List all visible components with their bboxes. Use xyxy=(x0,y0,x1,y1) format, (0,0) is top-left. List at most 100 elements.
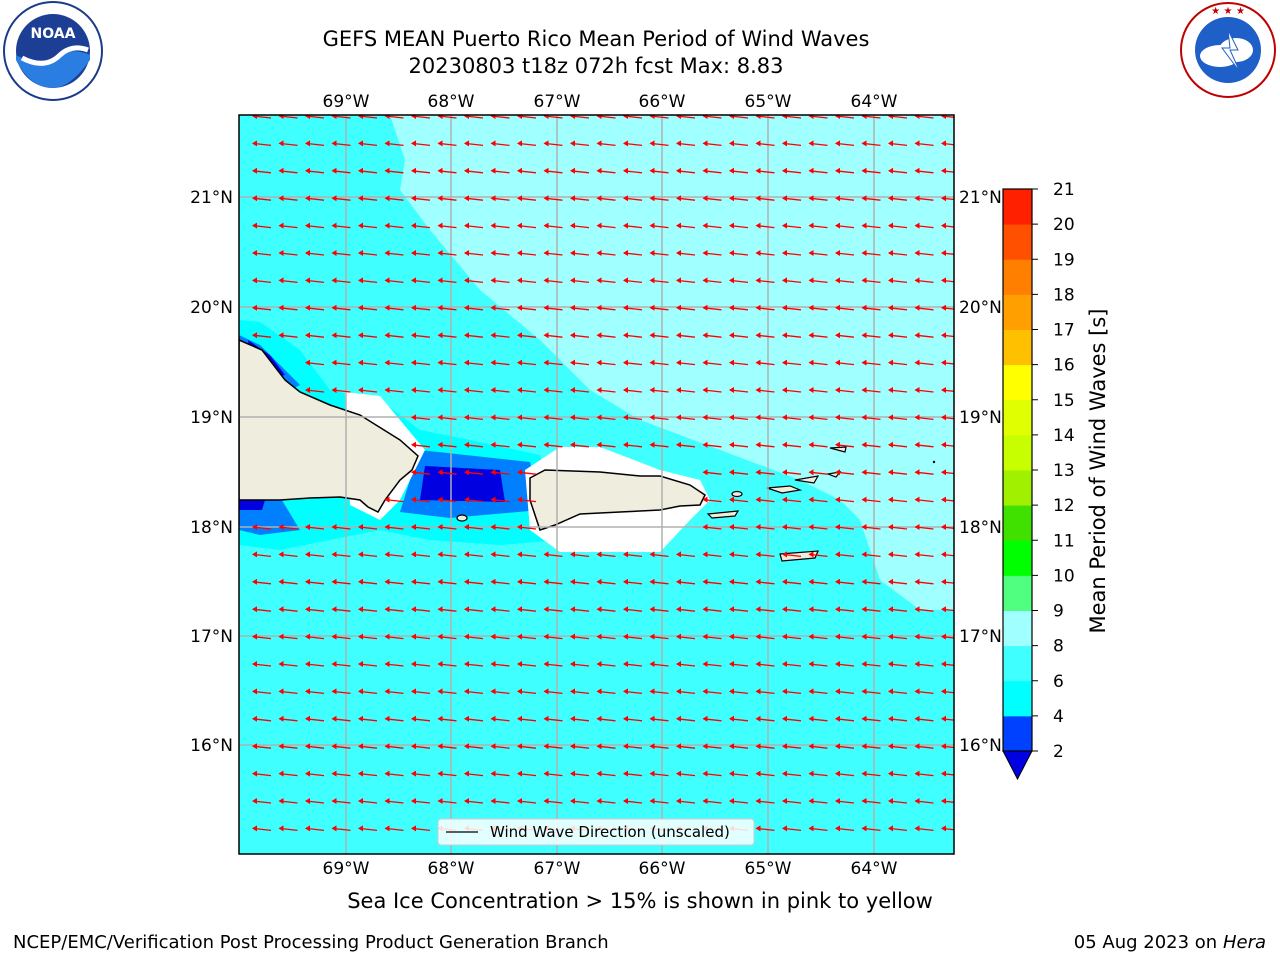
colorbar-tick-label: 19 xyxy=(1053,250,1075,270)
wave-direction-arrow xyxy=(384,551,404,558)
wave-direction-arrow xyxy=(649,387,669,393)
wave-direction-arrow xyxy=(490,359,510,366)
wave-direction-arrow xyxy=(755,332,775,339)
lat-label-right: 19°N xyxy=(959,408,1002,428)
wave-direction-arrow xyxy=(252,250,272,256)
wave-direction-arrow xyxy=(464,469,484,476)
wave-direction-arrow xyxy=(702,496,722,503)
wave-direction-arrow xyxy=(861,661,881,667)
wave-direction-arrow xyxy=(305,250,325,256)
wave-direction-arrow xyxy=(252,633,272,640)
wave-direction-arrow xyxy=(861,387,881,393)
wave-direction-arrow xyxy=(437,115,457,119)
wave-direction-arrow xyxy=(437,715,457,722)
lat-label-right: 16°N xyxy=(959,736,1002,756)
wave-direction-arrow xyxy=(888,332,908,339)
wave-direction-arrow xyxy=(941,633,954,640)
wave-direction-arrow xyxy=(570,688,590,695)
wave-direction-arrow xyxy=(649,688,669,695)
wave-direction-arrow xyxy=(490,222,510,229)
wave-direction-arrow xyxy=(702,387,722,393)
wave-direction-arrow xyxy=(384,387,404,393)
wave-direction-arrow xyxy=(358,688,378,695)
wave-direction-arrow xyxy=(384,250,404,256)
wave-direction-arrow xyxy=(914,222,934,229)
lon-label-top: 69°W xyxy=(323,92,370,112)
wave-direction-arrow xyxy=(331,195,351,202)
wave-direction-arrow xyxy=(941,332,954,339)
wave-direction-arrow xyxy=(623,743,643,750)
wave-direction-arrow xyxy=(649,743,669,750)
wave-direction-arrow xyxy=(490,469,510,476)
wave-direction-arrow xyxy=(782,469,802,476)
wave-direction-arrow xyxy=(729,115,749,119)
wave-direction-arrow xyxy=(729,332,749,339)
wave-direction-arrow xyxy=(649,304,669,311)
wave-direction-arrow xyxy=(808,250,828,256)
wave-direction-arrow xyxy=(782,551,802,558)
wave-direction-arrow xyxy=(437,578,457,585)
wave-direction-arrow xyxy=(517,250,537,256)
wave-direction-arrow xyxy=(888,441,908,448)
wave-direction-arrow xyxy=(888,825,908,832)
wave-direction-arrow xyxy=(464,578,484,585)
wave-direction-arrow xyxy=(543,441,563,448)
wave-direction-arrow xyxy=(676,222,696,229)
wave-direction-arrow xyxy=(808,277,828,284)
wave-direction-arrow xyxy=(305,606,325,613)
wave-direction-arrow xyxy=(384,606,404,613)
wave-direction-arrow xyxy=(914,578,934,585)
wave-direction-arrow xyxy=(517,770,537,777)
wave-direction-arrow xyxy=(570,115,590,119)
wave-direction-arrow xyxy=(729,277,749,284)
wave-direction-arrow xyxy=(278,277,298,284)
wave-direction-arrow xyxy=(596,606,616,613)
wave-direction-arrow xyxy=(464,770,484,777)
wave-direction-arrow xyxy=(755,277,775,284)
land-vieques xyxy=(706,510,740,519)
wave-direction-arrow xyxy=(464,332,484,339)
wave-direction-arrow xyxy=(676,770,696,777)
wave-direction-arrow xyxy=(861,359,881,366)
wave-direction-arrow xyxy=(861,798,881,804)
wave-direction-arrow xyxy=(331,140,351,147)
wave-direction-arrow xyxy=(464,633,484,640)
wave-direction-arrow xyxy=(305,115,325,119)
wave-direction-arrow xyxy=(941,715,954,722)
wave-direction-arrow xyxy=(941,250,954,256)
wave-direction-arrow xyxy=(808,140,828,147)
wave-direction-arrow xyxy=(623,661,643,667)
arrow-legend: Wind Wave Direction (unscaled) xyxy=(437,818,755,846)
wave-direction-arrow xyxy=(358,359,378,366)
wave-direction-arrow xyxy=(755,222,775,229)
wave-direction-arrow xyxy=(305,195,325,202)
wave-direction-arrow xyxy=(808,167,828,174)
wave-direction-arrow xyxy=(782,715,802,722)
wave-direction-arrow xyxy=(490,578,510,585)
wave-direction-arrow xyxy=(623,715,643,722)
wave-direction-arrow xyxy=(623,277,643,284)
wave-direction-arrow xyxy=(252,195,272,202)
wave-direction-arrow xyxy=(331,115,351,119)
wave-direction-arrow xyxy=(782,332,802,339)
wave-direction-arrow xyxy=(861,606,881,613)
wave-direction-arrow xyxy=(437,140,457,147)
wave-direction-arrow xyxy=(729,524,749,530)
wave-direction-arrow xyxy=(649,770,669,777)
wave-direction-arrow xyxy=(888,414,908,421)
svg-text:★ ★ ★: ★ ★ ★ xyxy=(1211,6,1245,17)
colorbar-segment xyxy=(1003,364,1032,401)
wave-direction-arrow xyxy=(278,770,298,777)
wave-direction-arrow xyxy=(331,633,351,640)
wave-direction-arrow xyxy=(941,304,954,311)
wave-direction-arrow xyxy=(676,277,696,284)
wave-direction-arrow xyxy=(596,633,616,640)
wave-direction-arrow xyxy=(861,551,881,558)
wave-direction-arrow xyxy=(331,798,351,804)
wave-direction-arrow xyxy=(437,414,457,421)
wave-direction-arrow xyxy=(543,633,563,640)
wave-direction-arrow xyxy=(755,661,775,667)
wave-direction-arrow xyxy=(543,578,563,585)
colorbar-segment xyxy=(1003,505,1032,541)
wave-direction-arrow xyxy=(411,715,431,722)
